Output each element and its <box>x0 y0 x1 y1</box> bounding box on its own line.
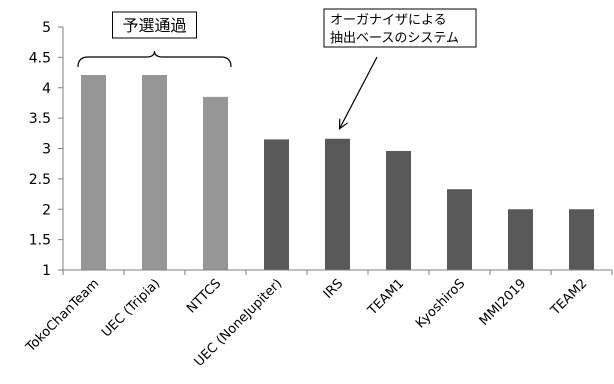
bar-uec-tripia- <box>142 74 167 271</box>
organizer-label-line1: オーガナイザによる <box>330 13 447 28</box>
organizer-arrow <box>338 56 378 130</box>
axes <box>62 27 613 275</box>
organizer-label-line2: 抽出ベースのシステム <box>330 31 459 46</box>
qualified-brace <box>77 50 232 68</box>
y-tick-label: 4.5 <box>29 50 51 66</box>
annotations: 予選通過 オーガナイザによる 抽出ベースのシステム <box>77 8 477 131</box>
y-tick-label: 1.5 <box>29 233 51 249</box>
x-category-label: KyoshiroS <box>413 276 468 331</box>
y-tick-label: 1 <box>42 263 51 279</box>
y-tick-label: 4 <box>42 81 51 97</box>
y-tick-label: 2.5 <box>29 172 51 188</box>
bar-team1 <box>386 150 411 270</box>
x-category-label: UEC (Tripia) <box>99 276 163 340</box>
y-tick-label: 5 <box>42 20 51 36</box>
x-category-label: NTTCS <box>184 276 224 316</box>
y-tick-label: 3.5 <box>29 111 51 127</box>
y-axis-ticks: 1 1.5 2 2.5 3 3.5 4 4.5 5 <box>29 20 63 279</box>
bar-irs <box>325 138 350 270</box>
y-tick-label: 2 <box>42 202 51 218</box>
x-category-label: IRS <box>321 276 347 302</box>
y-tick-label: 3 <box>42 142 51 158</box>
bar-kyoshiros <box>447 189 472 270</box>
bars <box>81 74 594 271</box>
bar-uec-nonejupiter- <box>264 139 289 270</box>
x-category-label: TokoChanTeam <box>23 276 103 356</box>
x-category-label: MMI2019 <box>477 276 530 329</box>
x-category-label: TEAM2 <box>548 276 591 319</box>
organizer-label-box <box>323 8 477 48</box>
organizer-arrow-head <box>338 118 348 131</box>
bar-tokochanteam <box>81 74 106 271</box>
qualified-label: 予選通過 <box>122 16 186 35</box>
bar-mmi2019 <box>508 209 533 270</box>
x-category-label: TEAM1 <box>365 276 408 319</box>
bar-nttcs <box>203 96 228 270</box>
qualified-label-box <box>112 11 197 39</box>
bar-team2 <box>569 209 594 270</box>
